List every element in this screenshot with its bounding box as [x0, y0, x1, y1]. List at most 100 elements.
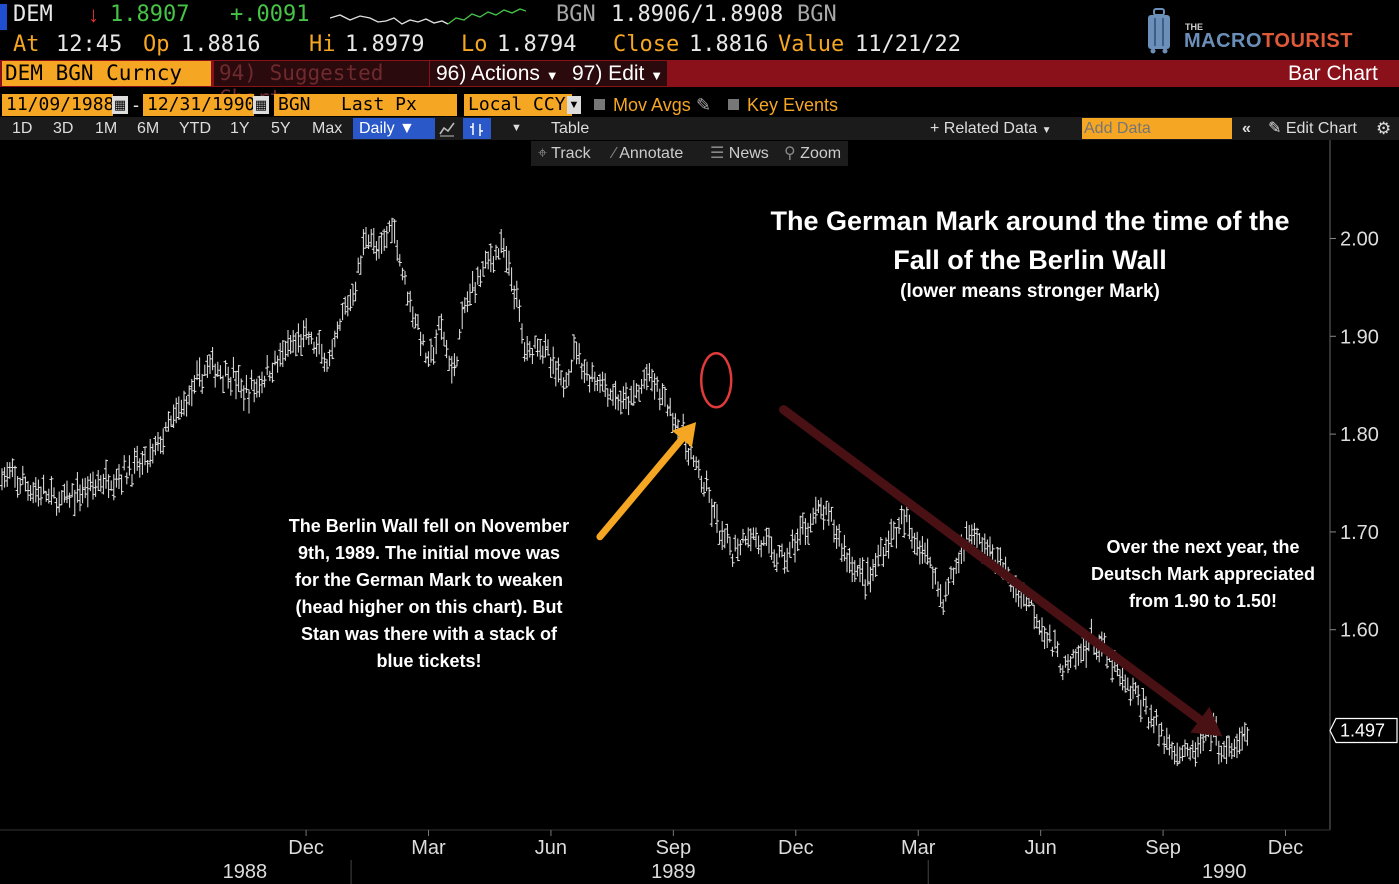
- currency-select[interactable]: Local CCY: [464, 94, 572, 116]
- price-bar: [637, 384, 641, 402]
- price-bar: [156, 432, 160, 452]
- price-bar: [374, 241, 379, 261]
- price-bar: [499, 229, 504, 254]
- price-bar: [187, 385, 192, 406]
- collapse-icon[interactable]: «: [1242, 120, 1251, 137]
- bar-chart-icon[interactable]: [463, 118, 491, 139]
- price-bar: [540, 345, 545, 364]
- period-1y[interactable]: 1Y: [230, 120, 250, 137]
- edit-chart-button[interactable]: ✎ Edit Chart: [1268, 120, 1357, 137]
- price-bar: [936, 581, 940, 597]
- calendar-icon[interactable]: ▦: [253, 96, 269, 114]
- trend-arrow-head: [1190, 706, 1223, 737]
- period-3d[interactable]: 3D: [53, 120, 74, 137]
- price-bar: [1167, 734, 1172, 756]
- last-value-label: 1.497: [1340, 720, 1385, 740]
- x-tick-label: Mar: [901, 837, 936, 859]
- price-bar: [876, 544, 881, 567]
- source-field[interactable]: BGN: [274, 94, 338, 116]
- zoom-tool[interactable]: ⚲ Zoom: [784, 145, 842, 162]
- price-bar: [1136, 685, 1141, 706]
- period-1d[interactable]: 1D: [12, 120, 33, 137]
- price-bar: [429, 338, 433, 363]
- price-bar: [1053, 629, 1057, 650]
- price-bar: [660, 383, 665, 406]
- price-bar: [946, 577, 951, 595]
- start-date-field[interactable]: 11/09/1988: [2, 94, 114, 116]
- price-bar: [135, 445, 140, 471]
- period-max[interactable]: Max: [312, 120, 343, 137]
- price-bar: [1120, 667, 1125, 691]
- gear-icon[interactable]: ⚙: [1376, 119, 1392, 138]
- price-bar: [819, 497, 823, 519]
- currency-dropdown-icon[interactable]: ▼: [567, 96, 581, 114]
- key-events-checkbox[interactable]: [728, 99, 739, 110]
- pencil-icon[interactable]: ✎: [696, 95, 712, 115]
- calendar-icon[interactable]: ▦: [112, 96, 128, 114]
- news-tool[interactable]: ☰ News: [710, 145, 769, 162]
- line-chart-icon[interactable]: [438, 118, 456, 139]
- end-date-field[interactable]: 12/31/1990: [143, 94, 255, 116]
- price-bar: [975, 527, 979, 548]
- price-bar: [951, 567, 956, 585]
- price-bar: [1133, 682, 1138, 695]
- price-bar: [579, 362, 584, 380]
- table-button[interactable]: Table: [551, 120, 590, 137]
- price-bar: [223, 360, 228, 377]
- price-bar: [1154, 708, 1159, 726]
- annotate-tool[interactable]: ∕ Annotate: [613, 145, 684, 162]
- year-label: 1989: [651, 861, 696, 883]
- price-bar: [860, 557, 865, 586]
- caret-down-icon: ▼: [545, 68, 559, 83]
- price-bar: [26, 481, 30, 501]
- chart-style-dropdown-icon[interactable]: ▼: [511, 122, 522, 134]
- price-bar: [754, 527, 758, 548]
- price-bar: [899, 505, 904, 525]
- year-label: 1988: [223, 861, 268, 883]
- period-5y[interactable]: 5Y: [271, 120, 291, 137]
- price-bar: [132, 447, 137, 474]
- price-bar: [78, 484, 82, 512]
- suggested-charts-button[interactable]: 94) Suggested Charts: [214, 61, 429, 110]
- price-bar: [865, 557, 870, 586]
- track-tool[interactable]: ⌖ Track: [538, 145, 591, 162]
- period-ytd[interactable]: YTD: [179, 120, 211, 137]
- price-bar: [748, 528, 753, 552]
- security-field[interactable]: DEM BGN Curncy: [2, 61, 211, 86]
- mov-avgs-checkbox[interactable]: [594, 99, 605, 110]
- date-dash: -: [133, 95, 139, 115]
- price-bar: [564, 372, 569, 389]
- add-data-input[interactable]: [1082, 118, 1232, 139]
- price-bar: [382, 228, 387, 251]
- x-tick-label: Jun: [1025, 837, 1057, 859]
- price-bar: [280, 340, 285, 368]
- price-bar: [686, 447, 691, 466]
- actions-menu[interactable]: 96) Actions ▼: [430, 61, 568, 86]
- price-bar: [845, 552, 849, 573]
- price-bar: [434, 329, 439, 355]
- frequency-select[interactable]: Daily ▼: [353, 118, 435, 139]
- price-bar: [717, 530, 722, 545]
- price-bar: [995, 546, 1000, 565]
- price-bar: [273, 350, 277, 366]
- price-bar: [603, 373, 608, 398]
- price-bar: [842, 534, 847, 562]
- price-chart[interactable]: 2.00 1.90 1.80 1.70 1.60 Dec Mar Jun Sep Dec Mar J…: [0, 140, 1399, 884]
- price-bar: [574, 341, 579, 365]
- period-6m[interactable]: 6M: [137, 120, 160, 137]
- price-bar: [7, 462, 12, 479]
- period-1m[interactable]: 1M: [95, 120, 118, 137]
- news-icon: ☰: [710, 145, 725, 162]
- field-select[interactable]: Last Px: [337, 94, 457, 116]
- ticker[interactable]: DEM: [13, 2, 53, 27]
- price-bar: [270, 362, 275, 383]
- price-bar: [239, 378, 244, 399]
- price-bar: [1193, 742, 1198, 767]
- price-bar: [384, 226, 389, 249]
- price-bar: [1227, 735, 1232, 757]
- price-bar: [145, 460, 150, 473]
- related-data-menu[interactable]: + Related Data ▼: [930, 120, 1052, 137]
- edit-menu[interactable]: 97) Edit ▼: [567, 61, 667, 86]
- last-price: 1.8907: [110, 2, 190, 27]
- price-bar: [577, 343, 582, 365]
